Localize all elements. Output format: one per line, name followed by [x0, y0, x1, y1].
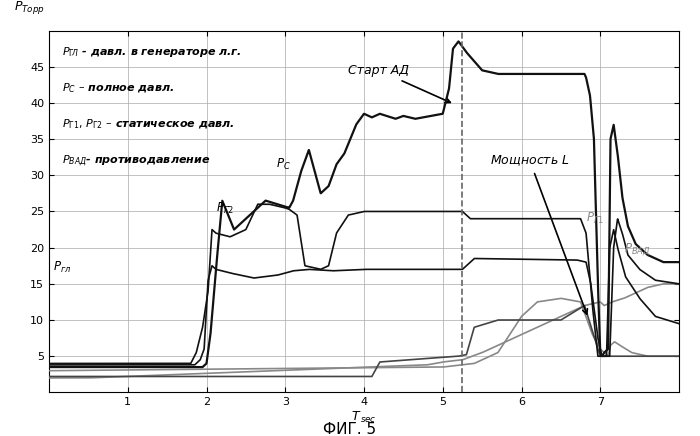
Text: $P_С$: $P_С$	[276, 157, 290, 172]
Text: $\mathit{P}_{\mathit{\Gamma\!Л}}$ - давл. в генераторе л.г.: $\mathit{P}_{\mathit{\Gamma\!Л}}$ - давл…	[62, 45, 242, 59]
Text: $P_{Г2}$: $P_{Г2}$	[216, 201, 234, 215]
Text: Старт АД: Старт АД	[349, 64, 450, 103]
Text: $\mathit{P}_{\mathit{С}}$ – полное давл.: $\mathit{P}_{\mathit{С}}$ – полное давл.	[62, 81, 174, 95]
Text: $\mathit{P}_{\mathit{\Gamma 1}}\mathit{,}\ \mathit{P}_{\mathit{\Gamma 2}}$ – ста: $\mathit{P}_{\mathit{\Gamma 1}}\mathit{,…	[62, 117, 234, 131]
X-axis label: $T_{\,sec}$: $T_{\,sec}$	[351, 410, 377, 425]
Text: $P_{гл}$: $P_{гл}$	[53, 260, 71, 275]
Text: $P_{Г1}$: $P_{Г1}$	[586, 211, 604, 226]
Text: $P_{ВАД}$: $P_{ВАД}$	[624, 241, 650, 257]
Text: $P_{Торр}$: $P_{Торр}$	[15, 0, 46, 16]
Text: ФИГ. 5: ФИГ. 5	[323, 422, 377, 436]
Text: $\mathit{P}_{\mathit{ВАД}}$- противодавление: $\mathit{P}_{\mathit{ВАД}}$- противодавл…	[62, 153, 210, 168]
Text: Мощность $L$: Мощность $L$	[490, 153, 587, 314]
